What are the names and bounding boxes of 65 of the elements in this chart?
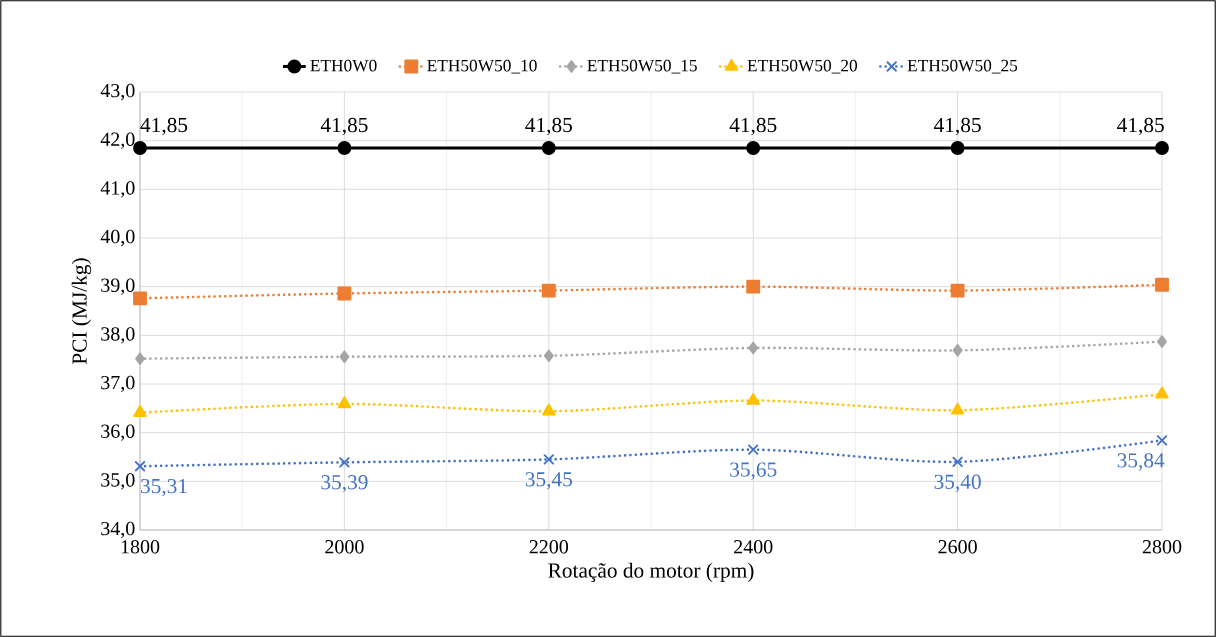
point — [950, 141, 965, 155]
point — [339, 350, 350, 364]
point — [133, 141, 147, 155]
y-tick-label: 40,0 — [100, 229, 135, 247]
legend-label: ETH50W50_25 — [907, 59, 1018, 74]
point — [746, 392, 760, 405]
data-label: 41,85 — [934, 117, 981, 136]
point — [1156, 435, 1168, 446]
x-tick-label: 2200 — [529, 540, 569, 554]
y-tick-label: 37,0 — [101, 375, 135, 393]
data-label: 41,85 — [140, 117, 188, 136]
y-tick-label: 34,0 — [101, 521, 135, 539]
y-tick-label: 41,0 — [100, 181, 135, 198]
x-tick-label: 2600 — [938, 540, 977, 554]
x-tick-label: 2400 — [734, 540, 773, 554]
data-label: 35,40 — [934, 474, 981, 493]
data-label: 35,31 — [141, 478, 187, 497]
point — [541, 283, 556, 298]
y-tick-label: 35,0 — [101, 473, 135, 490]
point — [337, 286, 352, 301]
y-tick-label: 42,0 — [100, 132, 135, 149]
y-tick-label: 38,0 — [101, 327, 135, 344]
point — [543, 349, 554, 363]
point — [748, 444, 759, 455]
data-label: 35,84 — [1117, 453, 1165, 471]
y-tick-label: 39,0 — [101, 278, 135, 295]
point — [135, 352, 145, 365]
legend-label: ETH50W50_10 — [427, 59, 537, 74]
x-tick-label: 2000 — [325, 540, 364, 554]
legend-label: ETH50W50_20 — [747, 59, 858, 74]
y-axis-title: PCI (MJ/kg) — [71, 258, 92, 365]
data-label: 41,85 — [729, 117, 777, 136]
point — [133, 405, 147, 417]
point — [746, 141, 761, 155]
point — [952, 344, 963, 357]
x-tick-label: 1800 — [121, 540, 160, 554]
point — [1157, 335, 1167, 348]
point — [541, 141, 556, 155]
point — [1155, 141, 1169, 155]
point — [950, 402, 965, 415]
y-tick-label: 36,0 — [101, 424, 135, 441]
y-tick-label: 43,0 — [100, 83, 135, 101]
data-label: 41,85 — [320, 117, 368, 136]
point — [748, 341, 759, 355]
data-label: 35,45 — [525, 472, 572, 490]
point — [339, 457, 350, 468]
x-axis-title: Rotação do motor (rpm) — [548, 562, 754, 583]
point — [952, 456, 963, 468]
point — [543, 454, 554, 465]
point — [542, 403, 556, 416]
point — [746, 279, 761, 294]
data-label: 35,65 — [730, 462, 777, 480]
legend-label: ETH0W0 — [310, 59, 377, 72]
point — [134, 461, 146, 472]
point — [1155, 386, 1169, 399]
data-label: 41,85 — [1117, 117, 1164, 136]
data-label: 41,85 — [525, 117, 572, 136]
data-label: 35,39 — [321, 475, 368, 493]
point — [950, 283, 965, 298]
x-tick-label: 2800 — [1142, 540, 1182, 554]
point — [337, 396, 352, 409]
point — [133, 291, 147, 306]
point — [1155, 277, 1169, 292]
legend-label: ETH50W50_15 — [587, 59, 697, 74]
point — [337, 141, 352, 155]
